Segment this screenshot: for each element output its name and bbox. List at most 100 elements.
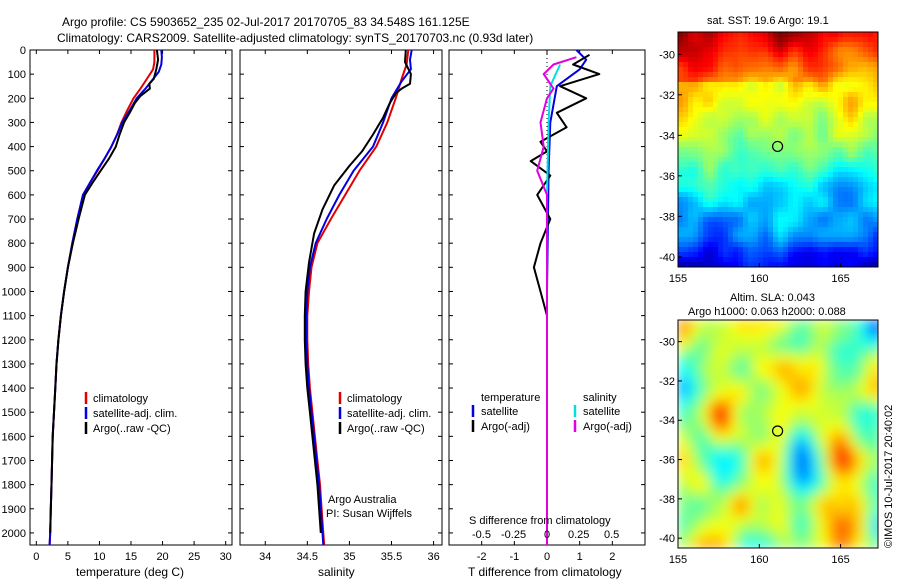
map-cell xyxy=(723,72,729,78)
map-cell xyxy=(834,344,841,351)
map-cell xyxy=(783,42,789,48)
map-cell xyxy=(768,242,774,248)
map-cell xyxy=(728,162,734,168)
map-cell xyxy=(718,132,724,138)
map-cell xyxy=(803,142,809,148)
map-cell xyxy=(688,52,694,58)
map-cell xyxy=(788,57,794,63)
map-cell xyxy=(778,97,784,103)
map-cell xyxy=(816,428,823,435)
map-cell xyxy=(738,434,745,441)
map-cell xyxy=(858,57,864,63)
map-cell xyxy=(753,222,759,228)
map-cell xyxy=(738,142,744,148)
map-cell xyxy=(870,470,877,477)
map-cell xyxy=(683,107,689,113)
map-cell xyxy=(816,446,823,453)
map-cell xyxy=(708,122,714,128)
map-cell xyxy=(843,122,849,128)
map-cell xyxy=(713,202,719,208)
map-cell xyxy=(818,107,824,113)
map-cell xyxy=(738,202,744,208)
map-cell xyxy=(783,82,789,88)
map-cell xyxy=(744,506,751,513)
map-cell xyxy=(858,434,865,441)
map-cell xyxy=(738,524,745,531)
map-cell xyxy=(678,117,684,123)
map-cell xyxy=(822,482,829,489)
map-cell xyxy=(723,92,729,98)
map-cell xyxy=(763,172,769,178)
map-cell xyxy=(773,182,779,188)
map-cell xyxy=(852,344,859,351)
map-cell xyxy=(846,518,853,525)
map-cell xyxy=(798,47,804,53)
depth-tick-label: 0 xyxy=(20,45,26,57)
map-cell xyxy=(848,192,854,198)
map-cell xyxy=(852,500,859,507)
map-cell xyxy=(678,242,684,248)
map-cell xyxy=(768,338,775,345)
map-cell xyxy=(873,132,878,138)
map-cell xyxy=(732,356,739,363)
map-cell xyxy=(846,356,853,363)
map-cell xyxy=(870,542,877,548)
map-cell xyxy=(840,464,847,471)
map-cell xyxy=(750,356,757,363)
map-cell xyxy=(822,428,829,435)
map-cell xyxy=(803,87,809,93)
map-cell xyxy=(833,62,839,68)
map-cell xyxy=(803,147,809,153)
map-cell xyxy=(823,117,829,123)
map-cell xyxy=(748,62,754,68)
map-cell xyxy=(703,197,709,203)
map-cell xyxy=(693,252,699,258)
map-y-tick-label: -38 xyxy=(659,211,675,223)
map-cell xyxy=(868,147,874,153)
temperature-legend: climatology satellite-adj. clim. Argo(..… xyxy=(84,392,177,435)
map-cell xyxy=(683,177,689,183)
map-cell xyxy=(783,62,789,68)
map-cell xyxy=(720,518,727,525)
map-cell xyxy=(750,488,757,495)
map-cell xyxy=(858,92,864,98)
map-cell xyxy=(713,117,719,123)
map-cell xyxy=(798,464,805,471)
map-cell xyxy=(683,132,689,138)
argo-position-marker xyxy=(771,425,784,437)
map-cell xyxy=(703,47,709,53)
map-cell xyxy=(708,344,715,351)
map-cell xyxy=(858,320,865,327)
map-cell xyxy=(738,488,745,495)
map-cell xyxy=(828,524,835,531)
map-cell xyxy=(822,398,829,405)
map-cell xyxy=(853,237,859,243)
map-cell xyxy=(678,227,684,233)
map-cell xyxy=(728,127,734,133)
map-cell xyxy=(703,122,709,128)
map-cell xyxy=(738,440,745,447)
map-cell xyxy=(733,252,739,258)
map-cell xyxy=(698,162,704,168)
map-cell xyxy=(748,247,754,253)
map-cell xyxy=(762,452,769,459)
map-cell xyxy=(768,212,774,218)
map-cell xyxy=(748,197,754,203)
map-cell xyxy=(834,356,841,363)
map-cell xyxy=(833,57,839,63)
map-cell xyxy=(804,344,811,351)
map-cell xyxy=(838,57,844,63)
map-cell xyxy=(753,212,759,218)
map-cell xyxy=(808,247,814,253)
map-cell xyxy=(684,518,691,525)
map-cell xyxy=(793,242,799,248)
map-cell xyxy=(810,350,817,357)
map-cell xyxy=(848,227,854,233)
map-cell xyxy=(774,524,781,531)
map-cell xyxy=(798,452,805,459)
map-cell xyxy=(678,72,684,78)
map-cell xyxy=(688,157,694,163)
map-cell xyxy=(753,237,759,243)
map-cell xyxy=(786,320,793,327)
map-cell xyxy=(690,416,697,423)
